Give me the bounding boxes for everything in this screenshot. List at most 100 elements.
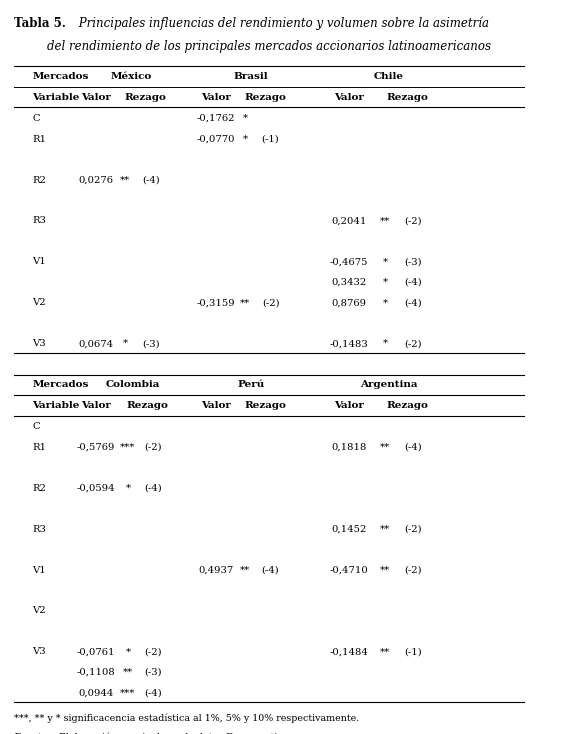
- Text: -0,5769: -0,5769: [77, 443, 115, 451]
- Text: 0,8769: 0,8769: [331, 298, 366, 308]
- Text: Elaboración propia, base de datos Economatica.: Elaboración propia, base de datos Econom…: [59, 733, 291, 734]
- Text: Colombia: Colombia: [105, 380, 160, 389]
- Text: V1: V1: [32, 565, 46, 575]
- Text: *: *: [382, 258, 387, 266]
- Text: 0,3432: 0,3432: [331, 278, 366, 287]
- Text: 0,0944: 0,0944: [79, 688, 114, 697]
- Text: (-4): (-4): [142, 175, 160, 184]
- Text: V3: V3: [32, 647, 46, 656]
- Text: ***: ***: [120, 688, 135, 697]
- Text: (-4): (-4): [262, 565, 279, 575]
- Text: R1: R1: [32, 443, 46, 451]
- Text: -0,1484: -0,1484: [329, 647, 368, 656]
- Text: **: **: [380, 565, 390, 575]
- Text: V3: V3: [32, 339, 46, 348]
- Text: (-4): (-4): [144, 484, 162, 493]
- Text: *: *: [242, 134, 248, 144]
- Text: *: *: [382, 339, 387, 348]
- Text: -0,4675: -0,4675: [329, 258, 368, 266]
- Text: (-2): (-2): [144, 647, 162, 656]
- Text: Rezago: Rezago: [127, 401, 168, 410]
- Text: Valor: Valor: [81, 92, 111, 102]
- Text: C: C: [32, 115, 40, 123]
- Text: 0,0674: 0,0674: [79, 339, 114, 348]
- Text: Chile: Chile: [374, 72, 404, 81]
- Text: **: **: [380, 217, 390, 225]
- Text: *: *: [382, 278, 387, 287]
- Text: Mercados: Mercados: [32, 380, 89, 389]
- Text: Rezago: Rezago: [386, 401, 428, 410]
- Text: (-2): (-2): [404, 339, 422, 348]
- Text: (-4): (-4): [144, 688, 162, 697]
- Text: Valor: Valor: [334, 401, 364, 410]
- Text: **: **: [380, 443, 390, 451]
- Text: Rezago: Rezago: [244, 92, 286, 102]
- Text: 0,1818: 0,1818: [331, 443, 366, 451]
- Text: (-2): (-2): [262, 298, 279, 308]
- Text: (-3): (-3): [144, 668, 162, 677]
- Text: Valor: Valor: [334, 92, 364, 102]
- Text: -0,1762: -0,1762: [196, 115, 235, 123]
- Text: Brasil: Brasil: [234, 72, 269, 81]
- Text: Argentina: Argentina: [360, 380, 418, 389]
- Text: ***, ** y * significacencia estadística al 1%, 5% y 10% respectivamente.: ***, ** y * significacencia estadística …: [14, 713, 359, 723]
- Text: *: *: [242, 115, 248, 123]
- Text: Tabla 5.: Tabla 5.: [14, 17, 65, 30]
- Text: *: *: [123, 339, 128, 348]
- Text: 0,0276: 0,0276: [79, 175, 114, 184]
- Text: ***: ***: [120, 443, 135, 451]
- Text: (-2): (-2): [404, 525, 422, 534]
- Text: **: **: [380, 647, 390, 656]
- Text: *: *: [382, 298, 387, 308]
- Text: C: C: [32, 422, 40, 432]
- Text: -0,0770: -0,0770: [196, 134, 235, 144]
- Text: -0,0594: -0,0594: [77, 484, 116, 493]
- Text: Rezago: Rezago: [386, 92, 428, 102]
- Text: Variable: Variable: [32, 401, 80, 410]
- Text: (-4): (-4): [404, 278, 422, 287]
- Text: R3: R3: [32, 217, 46, 225]
- Text: Variable: Variable: [32, 92, 80, 102]
- Text: -0,1108: -0,1108: [77, 668, 116, 677]
- Text: (-4): (-4): [404, 298, 422, 308]
- Text: V2: V2: [32, 298, 46, 308]
- Text: (-3): (-3): [142, 339, 160, 348]
- Text: Valor: Valor: [81, 401, 111, 410]
- Text: R1: R1: [32, 134, 46, 144]
- Text: R2: R2: [32, 484, 46, 493]
- Text: Rezago: Rezago: [244, 401, 286, 410]
- Text: Mercados: Mercados: [32, 72, 89, 81]
- Text: (-1): (-1): [262, 134, 279, 144]
- Text: **: **: [240, 298, 250, 308]
- Text: -0,4710: -0,4710: [329, 565, 368, 575]
- Text: **: **: [123, 668, 133, 677]
- Text: México: México: [111, 72, 152, 81]
- Text: (-2): (-2): [144, 443, 162, 451]
- Text: Fuente:: Fuente:: [14, 733, 51, 734]
- Text: -0,3159: -0,3159: [196, 298, 235, 308]
- Text: (-2): (-2): [404, 565, 422, 575]
- Text: **: **: [240, 565, 250, 575]
- Text: del rendimiento de los principales mercados accionarios latinoamericanos: del rendimiento de los principales merca…: [47, 40, 491, 54]
- Text: Principales influencias del rendimiento y volumen sobre la asimetría: Principales influencias del rendimiento …: [75, 17, 489, 30]
- Text: 0,1452: 0,1452: [331, 525, 366, 534]
- Text: -0,1483: -0,1483: [329, 339, 368, 348]
- Text: V1: V1: [32, 258, 46, 266]
- Text: (-2): (-2): [404, 217, 422, 225]
- Text: 0,2041: 0,2041: [331, 217, 366, 225]
- Text: 0,4937: 0,4937: [198, 565, 233, 575]
- Text: V2: V2: [32, 606, 46, 615]
- Text: (-1): (-1): [404, 647, 422, 656]
- Text: (-4): (-4): [404, 443, 422, 451]
- Text: Valor: Valor: [201, 401, 230, 410]
- Text: Perú: Perú: [237, 380, 265, 389]
- Text: -0,0761: -0,0761: [77, 647, 116, 656]
- Text: Rezago: Rezago: [125, 92, 167, 102]
- Text: **: **: [120, 175, 130, 184]
- Text: *: *: [125, 484, 130, 493]
- Text: *: *: [125, 647, 130, 656]
- Text: Valor: Valor: [201, 92, 230, 102]
- Text: (-3): (-3): [404, 258, 422, 266]
- Text: **: **: [380, 525, 390, 534]
- Text: R2: R2: [32, 175, 46, 184]
